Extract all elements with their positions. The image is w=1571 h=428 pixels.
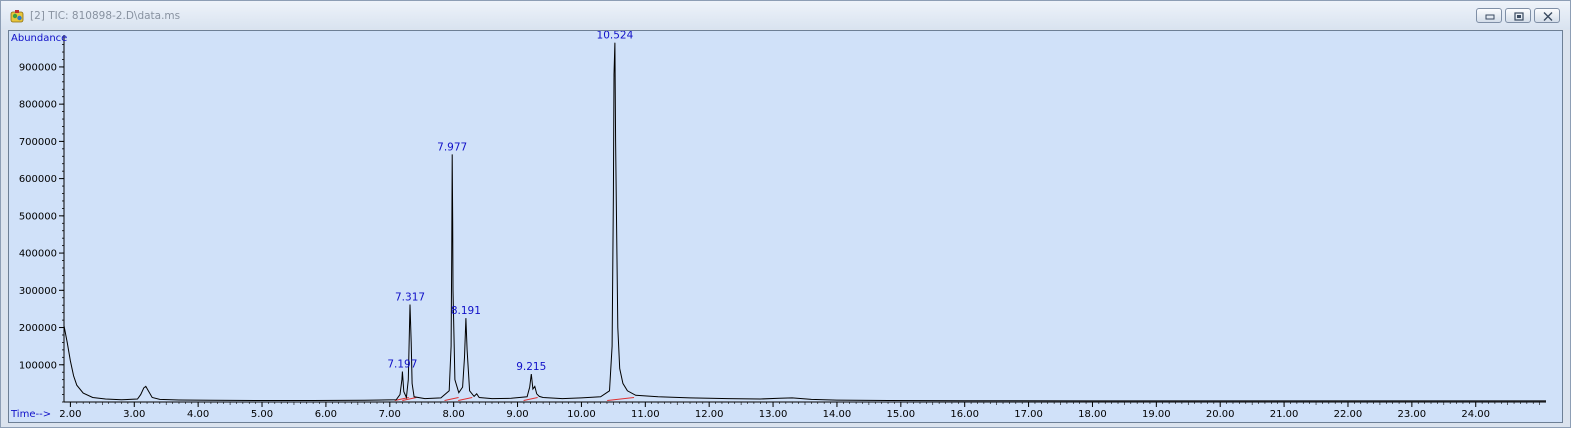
x-tick-label: 3.00 <box>123 409 145 420</box>
peak-label: 7.317 <box>395 291 425 303</box>
window-titlebar[interactable]: [2] TIC: 810898-2.D\data.ms <box>1 1 1570 29</box>
x-tick-label: 16.00 <box>950 409 979 420</box>
minimize-button[interactable] <box>1476 8 1502 23</box>
x-tick-label: 7.00 <box>379 409 401 420</box>
y-tick-label: 900000 <box>19 62 57 73</box>
window-title: [2] TIC: 810898-2.D\data.ms <box>30 10 181 22</box>
y-tick-label: 600000 <box>19 174 57 185</box>
x-tick-label: 9.00 <box>506 409 528 420</box>
x-tick-label: 22.00 <box>1334 409 1363 420</box>
minimize-icon <box>1485 14 1495 20</box>
x-tick-label: 20.00 <box>1206 409 1235 420</box>
y-tick-label: 800000 <box>19 100 57 111</box>
restore-icon <box>1514 12 1524 21</box>
x-tick-label: 10.00 <box>567 409 596 420</box>
peak-label: 7.977 <box>437 141 467 153</box>
peak-label: 10.524 <box>597 31 634 42</box>
close-icon <box>1543 12 1553 21</box>
x-tick-label: 6.00 <box>315 409 337 420</box>
integration-baseline <box>523 397 538 401</box>
x-tick-label: 5.00 <box>251 409 273 420</box>
close-button[interactable] <box>1534 8 1560 23</box>
x-tick-label: 11.00 <box>631 409 660 420</box>
x-tick-label: 17.00 <box>1014 409 1043 420</box>
x-tick-label: 23.00 <box>1398 409 1427 420</box>
x-tick-label: 2.00 <box>59 409 81 420</box>
y-tick-label: 300000 <box>19 286 57 297</box>
x-tick-label: 18.00 <box>1078 409 1107 420</box>
x-tick-label: 12.00 <box>695 409 724 420</box>
x-tick-label: 15.00 <box>886 409 915 420</box>
y-tick-label: 100000 <box>19 360 57 371</box>
chemstation-app-icon <box>10 10 24 23</box>
y-tick-label: 200000 <box>19 323 57 334</box>
chart-area: 100000 200000 300000 400000 500000 600000 7000… <box>8 30 1563 423</box>
x-tick-label: 21.00 <box>1270 409 1299 420</box>
y-tick-label: 400000 <box>19 249 57 260</box>
x-tick-label: 13.00 <box>759 409 788 420</box>
x-tick-label: 4.00 <box>187 409 209 420</box>
x-tick-label: 24.00 <box>1461 409 1490 420</box>
peak-label: 7.197 <box>387 358 417 370</box>
x-tick-label: 8.00 <box>443 409 465 420</box>
integration-baseline <box>458 397 473 401</box>
peak-label: 8.191 <box>451 305 481 317</box>
window-controls <box>1476 8 1560 23</box>
chromatogram-chart: 100000 200000 300000 400000 500000 600000 7000… <box>10 31 1546 420</box>
integration-baseline <box>402 397 417 401</box>
y-tick-label: 500000 <box>19 211 57 222</box>
y-axis-title: Abundance <box>11 33 67 44</box>
peak-label: 9.215 <box>516 361 546 373</box>
y-tick-label: 700000 <box>19 137 57 148</box>
integration-baseline <box>607 397 635 402</box>
integration-baseline <box>444 397 459 401</box>
x-axis-title: Time--> <box>10 409 51 420</box>
tic-trace <box>63 42 1546 402</box>
x-tick-label: 19.00 <box>1142 409 1171 420</box>
x-tick-label: 14.00 <box>823 409 852 420</box>
restore-button[interactable] <box>1505 8 1531 23</box>
